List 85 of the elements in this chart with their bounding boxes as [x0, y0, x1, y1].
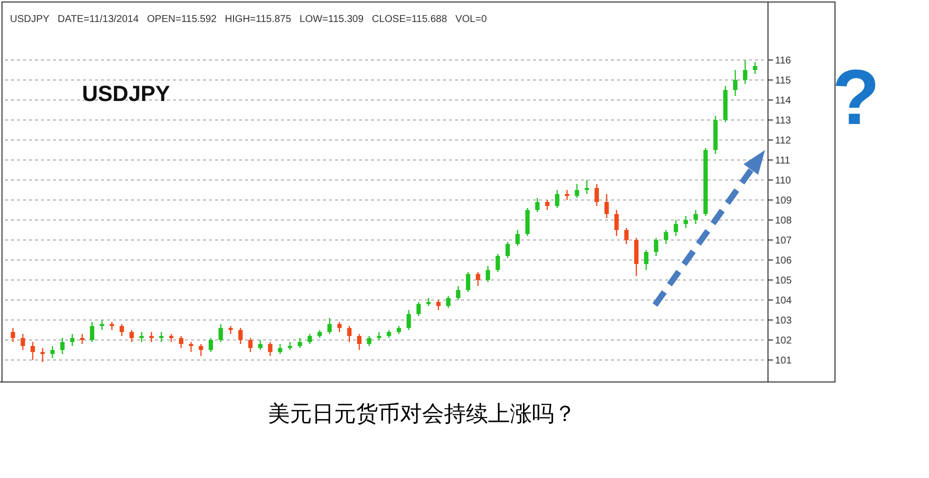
candlestick — [752, 61, 758, 75]
candlestick — [416, 301, 421, 317]
candlestick — [40, 347, 45, 363]
candlestick — [525, 207, 530, 237]
candlestick — [742, 59, 748, 85]
candlestick — [218, 323, 223, 343]
candlestick — [574, 183, 580, 199]
candlestick — [584, 179, 590, 195]
text: ? — [832, 53, 880, 141]
candlestick — [506, 241, 510, 259]
candlestick — [337, 321, 342, 333]
candlestick — [604, 193, 609, 219]
candlestick — [476, 271, 480, 287]
text: 美元日元货币对会持续上涨吗？ — [268, 401, 576, 426]
candlestick — [149, 331, 154, 343]
y-tick-label: 104 — [775, 296, 792, 306]
candlestick — [238, 327, 243, 345]
y-tick-label: 109 — [775, 196, 792, 206]
candlestick — [594, 183, 599, 207]
candlestick — [327, 317, 332, 335]
candlestick — [169, 333, 174, 343]
candlestick — [308, 333, 312, 345]
candlestick — [70, 333, 74, 347]
candlestick — [10, 327, 16, 343]
candlestick — [90, 321, 94, 343]
candlestick — [486, 265, 490, 283]
candlestick — [178, 335, 184, 349]
candlestick — [496, 253, 500, 273]
y-tick-label: 107 — [775, 236, 792, 246]
candlestick — [684, 215, 688, 229]
y-tick-label: 114 — [775, 96, 792, 106]
y-tick-label: 108 — [775, 216, 792, 226]
candlestick — [20, 333, 26, 351]
y-tick-label: 103 — [775, 316, 792, 326]
candlestick — [159, 331, 164, 343]
candlestick — [674, 219, 678, 237]
candlestick — [564, 189, 570, 201]
y-tick-label: 113 — [775, 116, 792, 126]
y-tick-label: 101 — [775, 356, 792, 366]
annotation: USDJPY — [82, 81, 170, 106]
candlestick — [60, 337, 65, 355]
y-tick-label: 106 — [775, 256, 792, 266]
candlestick — [248, 337, 253, 353]
candlestick — [624, 227, 629, 245]
candlestick — [694, 209, 698, 225]
y-tick-label: 115 — [775, 76, 792, 86]
candlestick — [30, 341, 35, 361]
candlestick — [436, 299, 441, 311]
candlestick — [258, 339, 262, 351]
y-tick-label: 102 — [775, 336, 792, 346]
candlestick — [466, 271, 470, 293]
candlestick — [554, 189, 560, 209]
candlestick — [298, 337, 302, 349]
candlestick — [446, 295, 450, 309]
candlestick — [120, 323, 124, 337]
annotation: USDJPY DATE=11/13/2014 OPEN=115.592 HIGH=115.875 LOW=115.309 CLOSE=115.688 VOL=0 — [10, 14, 488, 25]
y-tick-label: 112 — [775, 136, 792, 146]
y-tick-label: 116 — [775, 56, 792, 66]
candlestick — [268, 341, 272, 357]
candlestick — [100, 319, 104, 331]
candlestick — [366, 335, 372, 347]
candlestick — [654, 237, 658, 257]
candlestick — [545, 199, 550, 211]
candlestick — [664, 229, 668, 245]
candlestick — [634, 237, 638, 277]
candlestick — [535, 197, 540, 213]
candlestick — [80, 333, 84, 345]
candlestick — [515, 229, 520, 247]
candlestick — [130, 329, 134, 343]
candlestick — [208, 337, 214, 353]
candlestick — [50, 345, 55, 359]
y-tick-label: 110 — [775, 176, 792, 186]
candlestick — [347, 325, 352, 343]
candlestick — [406, 309, 411, 331]
candlestick — [198, 343, 204, 357]
candlestick — [357, 333, 362, 351]
candlestick — [139, 331, 144, 343]
y-tick-label: 111 — [775, 156, 791, 166]
candlestick — [456, 285, 460, 301]
candlestick — [278, 343, 282, 355]
candlestick — [614, 209, 619, 237]
candlestick — [188, 341, 194, 353]
candlestick — [644, 249, 648, 271]
candlestick — [733, 69, 738, 97]
y-tick-label: 105 — [775, 276, 792, 286]
